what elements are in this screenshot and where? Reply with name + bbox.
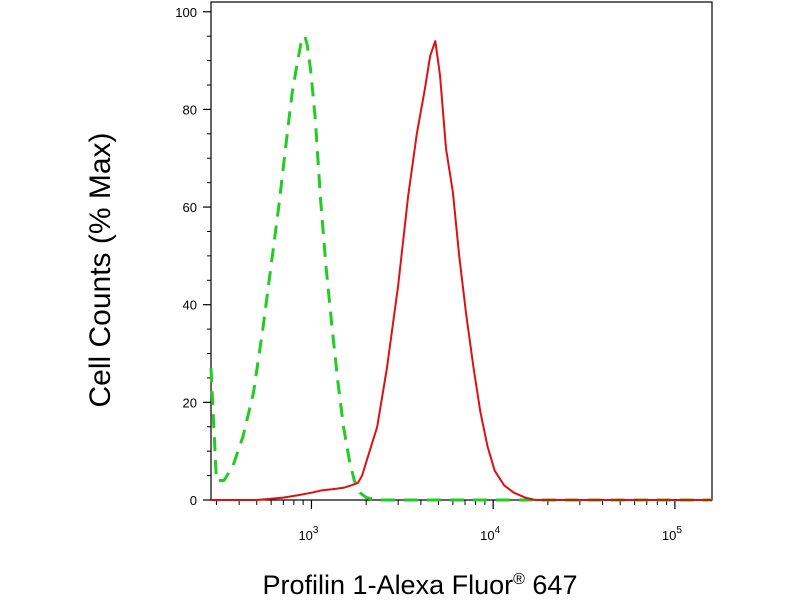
y-axis: 0 20 40 60 80 100 (175, 5, 211, 508)
x-tick-label: 104 (480, 525, 500, 543)
x-axis-title-registered-mark: ® (513, 571, 525, 588)
control-histogram-line (209, 34, 712, 502)
x-axis-title-main: Profilin 1-Alexa Fluor (263, 570, 514, 600)
x-axis: 103 104 105 (215, 500, 682, 543)
sample-histogram-line (211, 40, 712, 501)
y-tick-label: 80 (183, 102, 197, 117)
y-tick-label: 40 (183, 298, 197, 313)
plot-border (210, 1, 713, 501)
x-tick-label: 103 (298, 525, 318, 543)
y-tick-label: 100 (175, 5, 197, 20)
series-layer (209, 34, 712, 502)
plot-frame (210, 1, 713, 501)
y-tick-label: 0 (190, 493, 197, 508)
y-tick-label: 20 (183, 395, 197, 410)
y-tick-label: 60 (183, 200, 197, 215)
y-axis-title: Cell Counts (% Max) (84, 132, 117, 407)
x-axis-title-suffix: 647 (525, 570, 578, 600)
x-axis-title: Profilin 1-Alexa Fluor® 647 (263, 570, 578, 600)
x-tick-label: 105 (662, 525, 682, 543)
